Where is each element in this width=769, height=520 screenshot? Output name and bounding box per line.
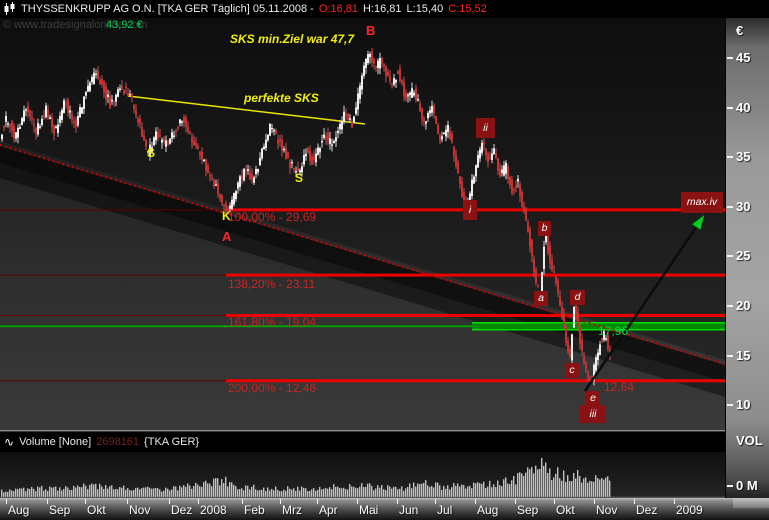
- time-axis-label: 2009: [676, 503, 703, 517]
- indicator-line-icon: ∿: [4, 435, 15, 449]
- time-axis-tick: [85, 499, 86, 504]
- price-axis-tick: 45: [726, 50, 769, 65]
- time-axis-label: Sep: [49, 503, 71, 517]
- low-value: L:15,40: [406, 3, 444, 15]
- time-axis-label: Aug: [8, 503, 30, 517]
- currency-label: €: [736, 23, 744, 38]
- trendline-shadow: [0, 146, 725, 397]
- time-axis-label: Mrz: [282, 503, 302, 517]
- time-axis-label: Feb: [244, 503, 265, 517]
- price-chart-panel[interactable]: [0, 18, 725, 432]
- volume-chart-panel[interactable]: [0, 452, 725, 498]
- time-axis-label: Nov: [129, 503, 151, 517]
- time-axis-tick: [475, 499, 476, 504]
- time-axis-label: Okt: [556, 503, 575, 517]
- time-axis-tick: [198, 499, 199, 504]
- close-value: C:15,52: [448, 3, 487, 15]
- projection-arrow-line: [583, 226, 698, 392]
- time-axis-tick: [634, 499, 635, 504]
- time-axis-tick: [435, 499, 436, 504]
- sks-neckline: [127, 95, 366, 125]
- time-axis-label: Okt: [87, 503, 106, 517]
- volume-panel-header: ∿ Volume [None] 2698161 {TKA GER}: [0, 432, 725, 452]
- price-axis-tick: 35: [726, 149, 769, 164]
- time-axis-tick: [317, 499, 318, 504]
- open-value: O:16,81: [318, 3, 358, 15]
- downtrend-line: [0, 144, 725, 365]
- price-axis-tick: 40: [726, 100, 769, 115]
- title-bar[interactable]: THYSSENKRUPP AG O.N. [TKA GER Täglich] 0…: [0, 0, 769, 18]
- time-axis-tick: [127, 499, 128, 504]
- time-axis-label: Jun: [399, 503, 419, 517]
- time-axis-label: Jul: [437, 503, 453, 517]
- volume-value: 2698161: [96, 436, 140, 448]
- time-axis-label: Mai: [359, 503, 379, 517]
- time-axis-tick: [397, 499, 398, 504]
- price-axis-tick: 15: [726, 348, 769, 363]
- volume-symbol: {TKA GER}: [144, 436, 200, 448]
- candlestick-icon[interactable]: [3, 2, 16, 16]
- time-axis-tick: [515, 499, 516, 504]
- time-axis-tick: [47, 499, 48, 504]
- axis-corner: [733, 498, 769, 508]
- time-axis-tick: [6, 499, 7, 504]
- time-axis-tick: [674, 499, 675, 504]
- time-axis-tick: [280, 499, 281, 504]
- time-axis-label: Apr: [319, 503, 338, 517]
- candlestick-series: [1, 48, 611, 386]
- price-axis-tick: 30: [726, 199, 769, 214]
- high-value: H:16,81: [362, 3, 402, 15]
- time-axis-label: Nov: [596, 503, 618, 517]
- chart-title: THYSSENKRUPP AG O.N. [TKA GER Täglich] 0…: [21, 3, 314, 15]
- time-axis-label: Dez: [636, 503, 658, 517]
- time-axis-label: Dez: [171, 503, 193, 517]
- time-axis-label: Aug: [477, 503, 499, 517]
- projection-arrow-head: [690, 212, 706, 231]
- price-axis-tick: 25: [726, 248, 769, 263]
- time-axis-tick: [594, 499, 595, 504]
- time-axis-tick: [357, 499, 358, 504]
- price-axis-tick: 10: [726, 397, 769, 412]
- price-axis-tick: 20: [726, 298, 769, 313]
- volume-chart-canvas[interactable]: [0, 452, 725, 498]
- volume-zero-label: 0 M: [726, 478, 769, 493]
- time-axis-tick: [242, 499, 243, 504]
- candlestick-chart-canvas[interactable]: [0, 18, 725, 432]
- time-axis-tick: [554, 499, 555, 504]
- volume-indicator-name[interactable]: Volume [None]: [19, 436, 92, 448]
- price-axis[interactable]: € 45 40 35 30 25 20 15 10 VOL 0 M: [725, 18, 769, 498]
- panel-separator: [0, 430, 725, 431]
- time-axis-label: 2008: [200, 503, 227, 517]
- time-axis[interactable]: Aug Sep Okt Nov Dez 2008 Feb Mrz Apr Mai Jun Jul Aug…: [0, 498, 769, 520]
- time-axis-tick: [169, 499, 170, 504]
- vol-axis-label: VOL: [736, 433, 763, 448]
- time-axis-label: Sep: [517, 503, 539, 517]
